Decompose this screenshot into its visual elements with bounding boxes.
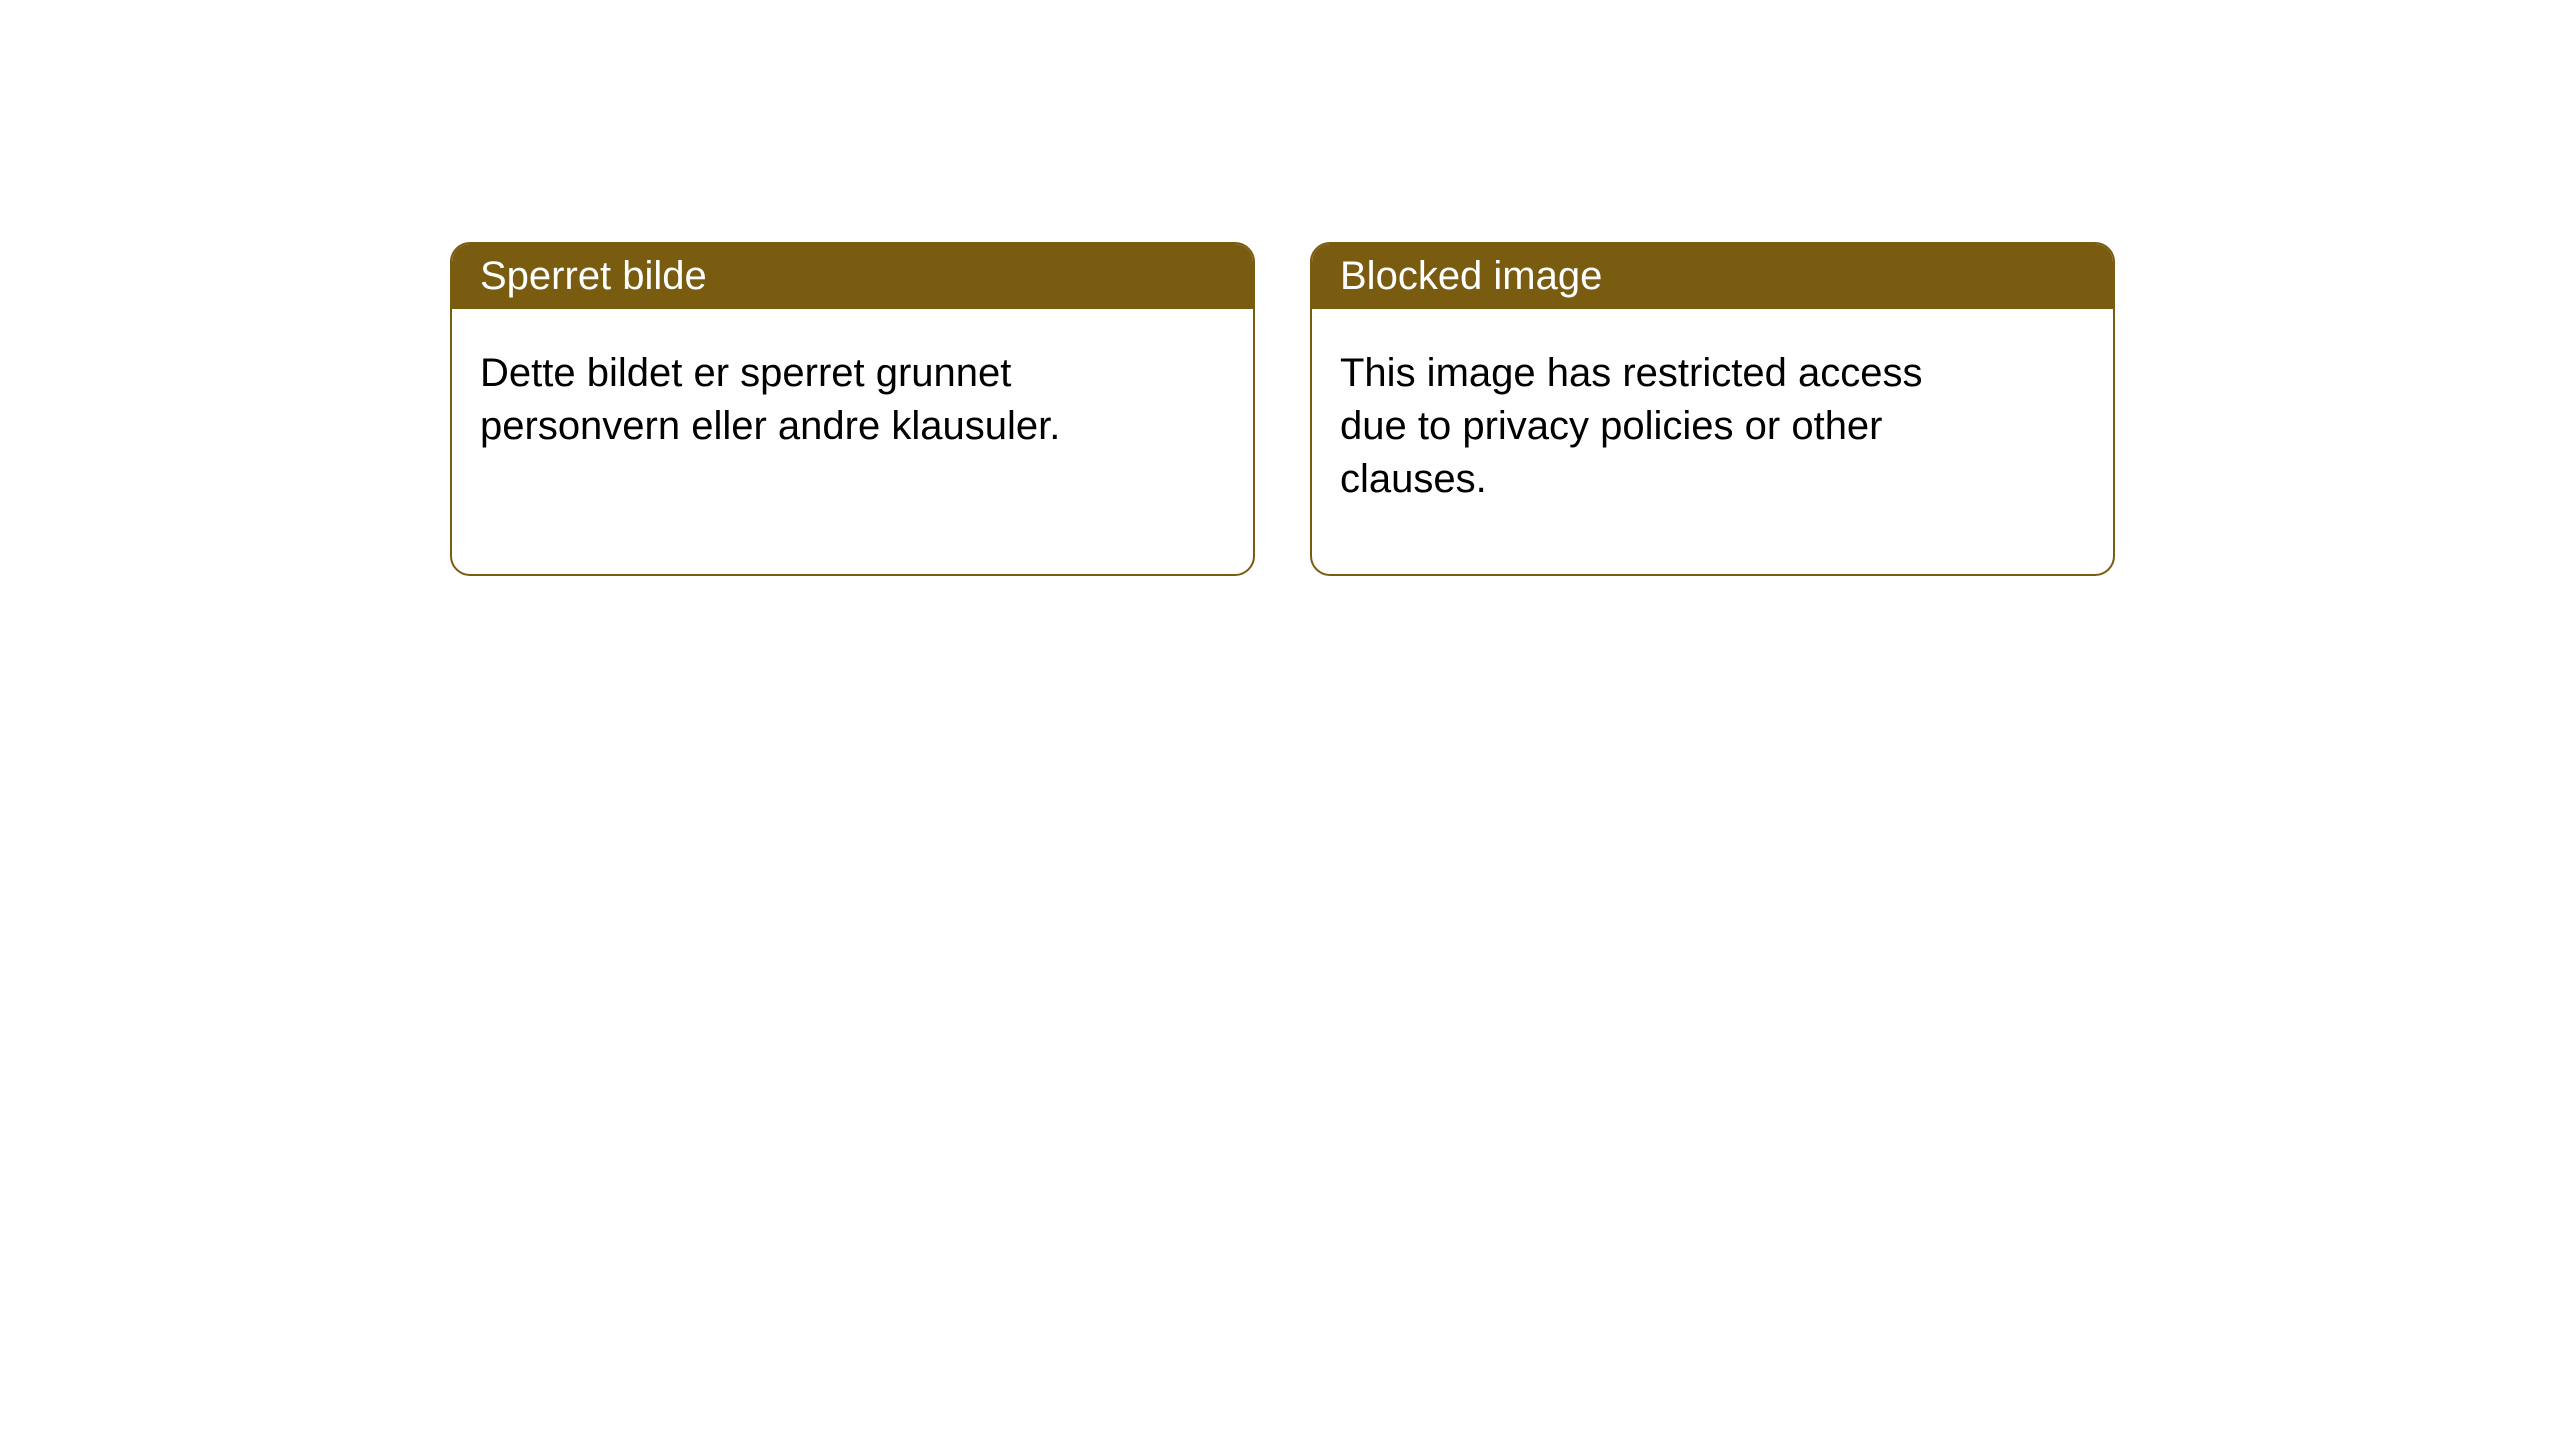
notice-header: Blocked image — [1312, 244, 2113, 309]
notice-container: Sperret bilde Dette bildet er sperret gr… — [450, 242, 2115, 576]
notice-body: This image has restricted access due to … — [1312, 309, 1992, 543]
notice-text: Dette bildet er sperret grunnet personve… — [480, 351, 1060, 448]
notice-text: This image has restricted access due to … — [1340, 351, 1922, 501]
notice-header: Sperret bilde — [452, 244, 1253, 309]
notice-card-norwegian: Sperret bilde Dette bildet er sperret gr… — [450, 242, 1255, 576]
notice-card-english: Blocked image This image has restricted … — [1310, 242, 2115, 576]
notice-title: Blocked image — [1340, 254, 1602, 298]
notice-title: Sperret bilde — [480, 254, 707, 298]
notice-body: Dette bildet er sperret grunnet personve… — [452, 309, 1132, 491]
